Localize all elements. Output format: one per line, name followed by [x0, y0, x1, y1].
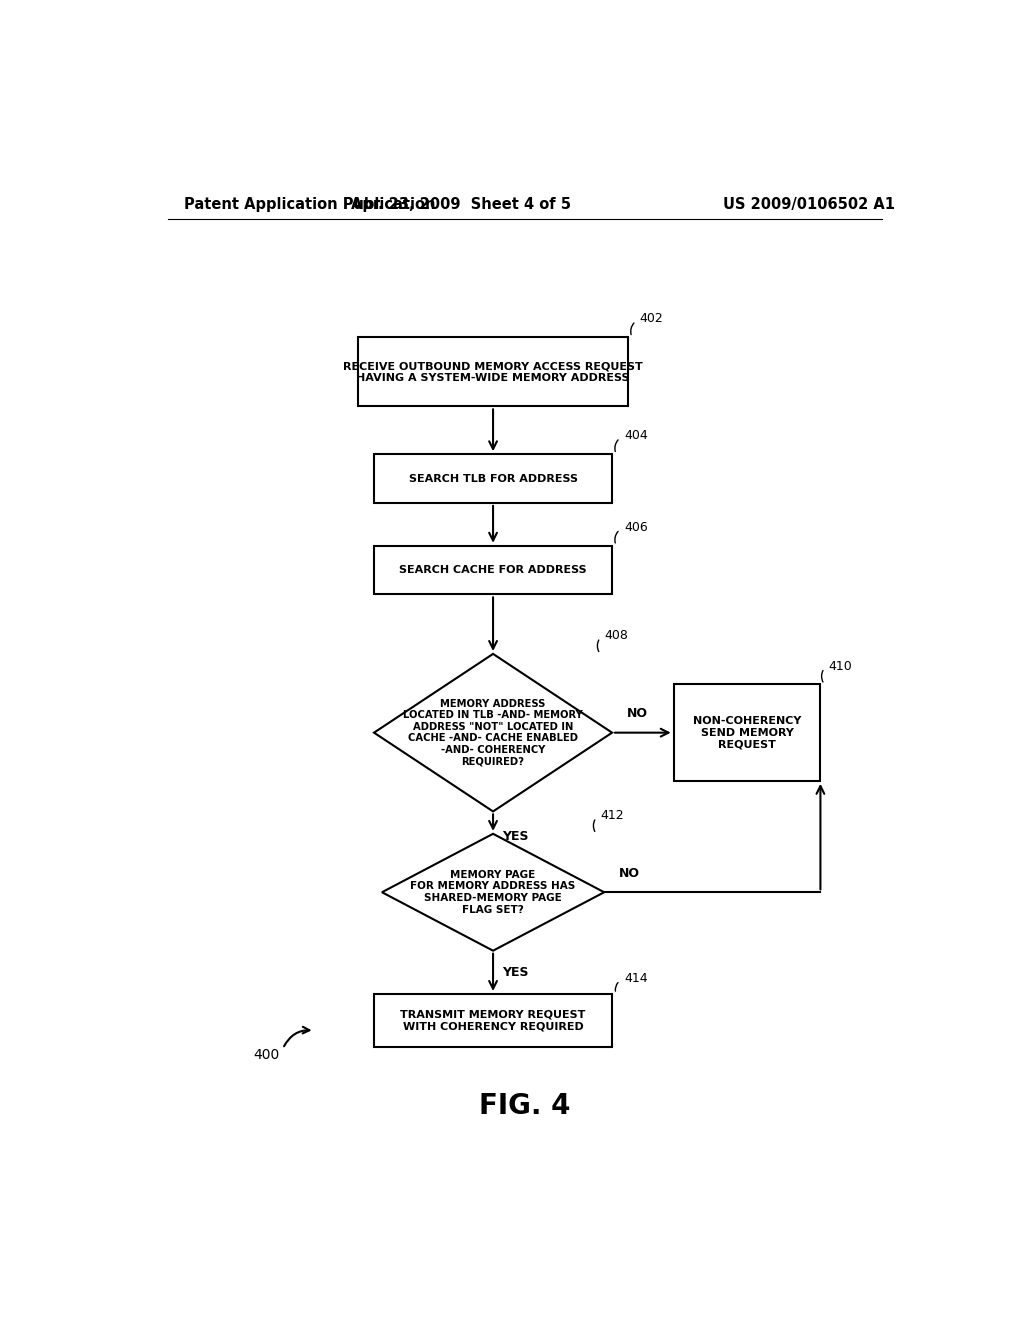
FancyBboxPatch shape: [374, 994, 612, 1047]
Text: YES: YES: [503, 830, 529, 842]
Text: 400: 400: [254, 1048, 280, 1061]
Text: Apr. 23, 2009  Sheet 4 of 5: Apr. 23, 2009 Sheet 4 of 5: [351, 197, 571, 211]
Text: MEMORY ADDRESS
LOCATED IN TLB -AND- MEMORY
ADDRESS "NOT" LOCATED IN
CACHE -AND- : MEMORY ADDRESS LOCATED IN TLB -AND- MEMO…: [403, 698, 583, 767]
FancyBboxPatch shape: [374, 545, 612, 594]
Text: 404: 404: [624, 429, 648, 442]
Text: FIG. 4: FIG. 4: [479, 1092, 570, 1119]
Text: 406: 406: [624, 521, 648, 533]
Polygon shape: [382, 834, 604, 950]
Text: 410: 410: [828, 660, 852, 673]
Text: 408: 408: [604, 630, 628, 642]
Text: 412: 412: [600, 809, 624, 822]
Polygon shape: [374, 653, 612, 812]
Text: Patent Application Publication: Patent Application Publication: [183, 197, 435, 211]
Text: YES: YES: [503, 966, 529, 979]
Text: NO: NO: [627, 708, 647, 721]
Text: TRANSMIT MEMORY REQUEST
WITH COHERENCY REQUIRED: TRANSMIT MEMORY REQUEST WITH COHERENCY R…: [400, 1010, 586, 1031]
FancyBboxPatch shape: [358, 338, 628, 407]
Text: NO: NO: [618, 867, 639, 880]
Text: US 2009/0106502 A1: US 2009/0106502 A1: [723, 197, 895, 211]
Text: 414: 414: [624, 972, 647, 985]
Text: MEMORY PAGE
FOR MEMORY ADDRESS HAS
SHARED-MEMORY PAGE
FLAG SET?: MEMORY PAGE FOR MEMORY ADDRESS HAS SHARE…: [411, 870, 575, 915]
FancyBboxPatch shape: [674, 684, 820, 781]
Text: SEARCH TLB FOR ADDRESS: SEARCH TLB FOR ADDRESS: [409, 474, 578, 483]
Text: RECEIVE OUTBOUND MEMORY ACCESS REQUEST
HAVING A SYSTEM-WIDE MEMORY ADDRESS: RECEIVE OUTBOUND MEMORY ACCESS REQUEST H…: [343, 362, 643, 383]
Text: SEARCH CACHE FOR ADDRESS: SEARCH CACHE FOR ADDRESS: [399, 565, 587, 576]
FancyBboxPatch shape: [374, 454, 612, 503]
Text: NON-COHERENCY
SEND MEMORY
REQUEST: NON-COHERENCY SEND MEMORY REQUEST: [693, 715, 801, 750]
Text: 402: 402: [640, 313, 664, 326]
